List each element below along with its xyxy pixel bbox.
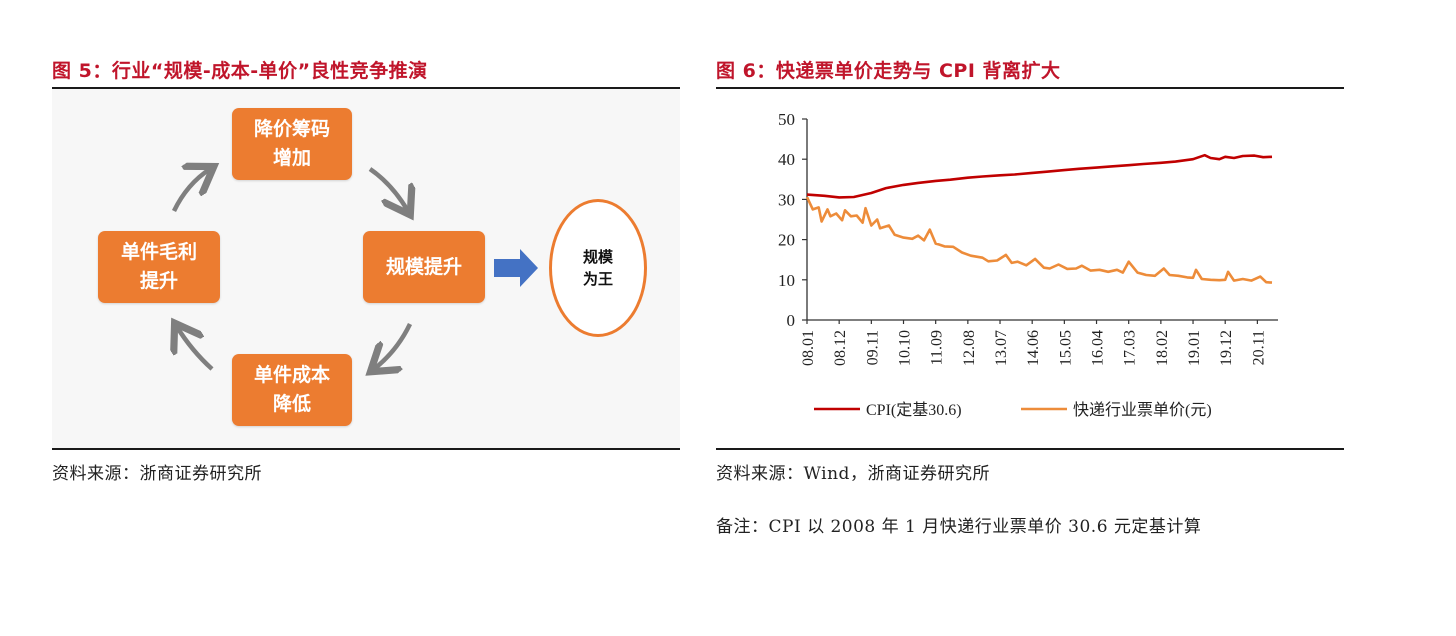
figure-6-title: 图 6：快递票单价走势与 CPI 背离扩大 [716, 60, 1061, 82]
chart-axes: 0 10 20 30 40 50 08.01 08.12 09.11 10.10 11.09 12.0… [778, 110, 1278, 366]
y-tick-label: 20 [778, 231, 795, 250]
y-tick-label: 40 [778, 150, 795, 169]
box-price-cut-leverage: 降价筹码 增加 [232, 108, 352, 180]
result-scale-is-king: 规模 为王 [549, 199, 647, 337]
x-tick-label: 11.09 [929, 330, 946, 365]
x-tick-label: 18.02 [1154, 330, 1171, 366]
series-line-express-price [805, 196, 1273, 284]
x-tick-label: 19.01 [1186, 330, 1203, 366]
x-tick-label: 13.07 [993, 330, 1010, 366]
x-tick-label: 12.08 [961, 330, 978, 366]
x-tick-label: 09.11 [864, 330, 881, 365]
x-tick-label: 08.01 [800, 330, 817, 366]
chart-plot-area [805, 153, 1273, 284]
arrow-left-to-top [171, 169, 210, 212]
legend-label: CPI(定基30.6) [866, 401, 962, 419]
block-arrow-icon [494, 249, 538, 287]
chart-legend: CPI(定基30.6) 快递行业票单价(元) [814, 401, 1212, 419]
x-tick-label: 20.11 [1250, 330, 1267, 365]
cycle-arrows [52, 89, 538, 448]
arrow-top-to-right [368, 167, 408, 211]
arrow-right-to-bottom [374, 323, 413, 369]
y-tick-label: 0 [787, 311, 796, 330]
right-bottom-rule [716, 448, 1344, 450]
x-tick-label: 08.12 [832, 330, 849, 366]
x-tick-label: 10.10 [897, 330, 914, 366]
x-tick-label: 15.05 [1057, 330, 1074, 366]
x-tick-label: 19.12 [1218, 330, 1235, 366]
right-source-note: 资料来源：Wind，浙商证券研究所 [716, 464, 990, 484]
figure-5-title: 图 5：行业“规模-成本-单价”良性竞争推演 [52, 60, 428, 82]
arrow-bottom-to-left [177, 327, 214, 371]
y-tick-label: 30 [778, 190, 795, 209]
y-tick-label: 10 [778, 271, 795, 290]
x-tick-label: 17.03 [1122, 330, 1139, 366]
legend-label: 快递行业票单价(元) [1073, 401, 1212, 419]
series-line-cpi [806, 153, 1273, 199]
right-footnote: 备注：CPI 以 2008 年 1 月快递行业票单价 30.6 元定基计算 [716, 517, 1202, 537]
line-chart: 0 10 20 30 40 50 08.01 08.12 09.11 10.10 11.09 12.0… [778, 110, 1278, 419]
box-scale-increase: 规模提升 [363, 231, 485, 303]
right-top-rule [716, 87, 1344, 89]
box-unit-cost-decrease: 单件成本 降低 [232, 354, 352, 426]
left-top-rule [52, 87, 680, 89]
box-unit-margin-increase: 单件毛利 提升 [98, 231, 220, 303]
left-bottom-rule [52, 448, 680, 450]
y-tick-label: 50 [778, 110, 795, 129]
x-tick-label: 16.04 [1090, 330, 1107, 366]
left-source-note: 资料来源：浙商证券研究所 [52, 464, 262, 484]
x-tick-label: 14.06 [1025, 330, 1042, 366]
